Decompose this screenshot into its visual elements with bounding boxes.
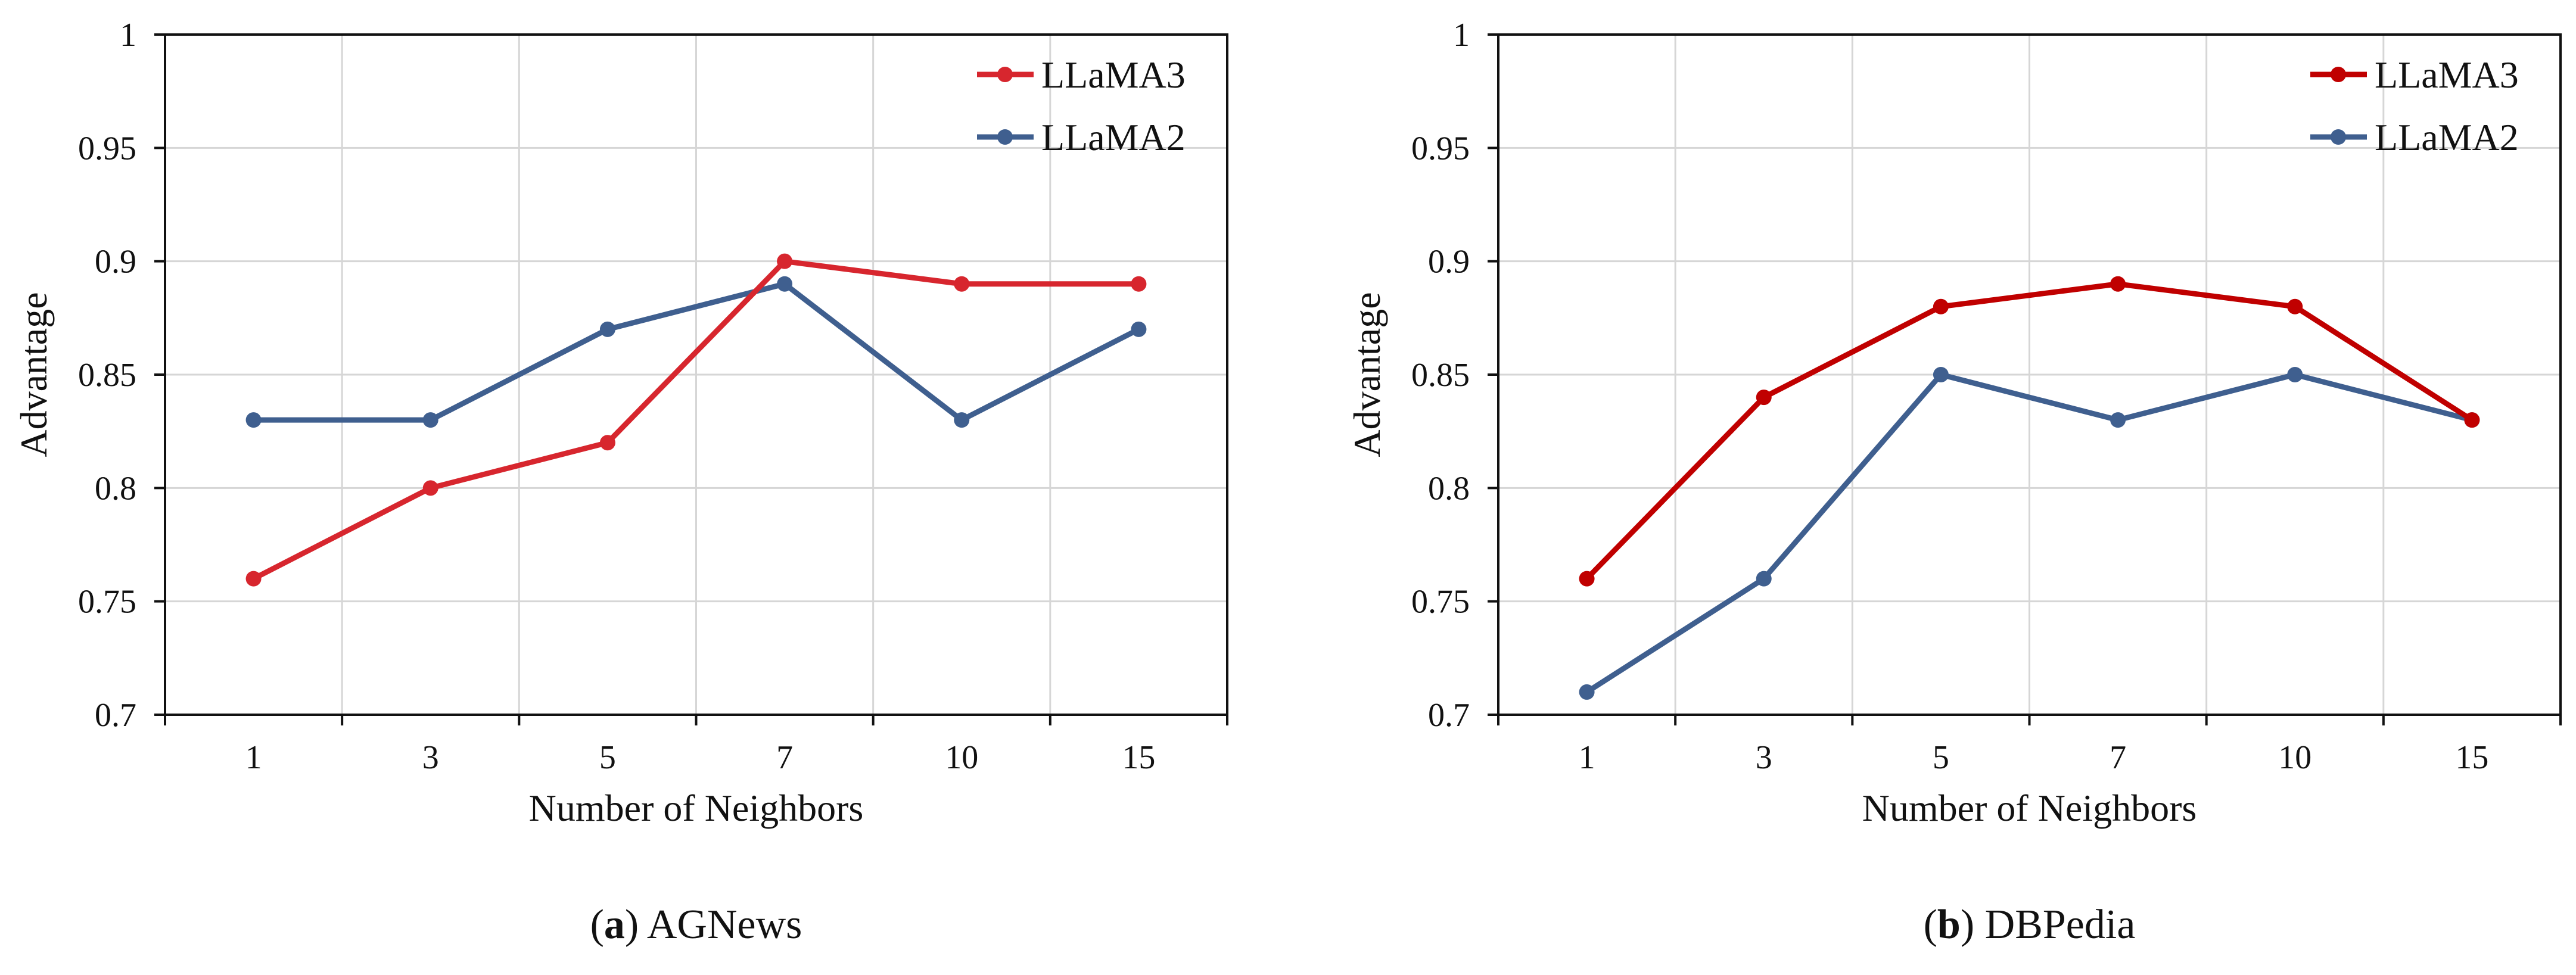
legend: LLaMA3 LLaMA2 <box>2310 54 2519 158</box>
data-point-llama2 <box>954 412 970 428</box>
x-tick-label: 15 <box>1122 739 1155 776</box>
legend: LLaMA3 LLaMA2 <box>977 54 1186 158</box>
x-tick-label: 10 <box>945 739 978 776</box>
legend-marker-llama3 <box>2331 67 2346 82</box>
data-point-llama3 <box>1131 276 1147 292</box>
series-line-llama2 <box>1584 372 2475 695</box>
data-point-llama3 <box>245 571 262 587</box>
y-tick-label: 0.95 <box>1411 130 1470 167</box>
x-axis-label: Number of Neighbors <box>1862 787 2197 829</box>
chart-panel-b: 0.7 0.75 0.8 0.85 0.9 0.95 1 1 3 5 7 10 15 Number of … <box>1346 17 2562 948</box>
data-point-llama2 <box>1933 367 1949 382</box>
x-axis-label: Number of Neighbors <box>529 787 864 829</box>
data-point-llama2 <box>599 321 615 337</box>
x-tick-label: 10 <box>2278 739 2311 776</box>
legend-marker-llama2 <box>2331 129 2346 145</box>
panel-caption: (b) DBPedia <box>1924 902 2136 948</box>
legend-label-llama2: LLaMA2 <box>1041 116 1186 158</box>
x-tick-label: 5 <box>599 739 616 776</box>
y-tick-label: 0.75 <box>78 584 136 621</box>
y-tick-label: 0.9 <box>95 244 136 281</box>
data-point-llama2 <box>2287 367 2303 382</box>
y-tick-label: 1 <box>1453 17 1470 54</box>
y-tick-label: 0.8 <box>1428 470 1470 507</box>
data-point-llama3 <box>422 480 438 496</box>
y-axis-label: Advantage <box>1346 292 1388 457</box>
caption-title: ) AGNews <box>625 902 802 948</box>
legend-marker-llama2 <box>997 129 1013 145</box>
series-line-llama2 <box>251 281 1141 423</box>
x-tick-label: 7 <box>2110 739 2126 776</box>
data-point-llama3 <box>2110 276 2126 292</box>
y-tick-label: 0.7 <box>95 697 136 734</box>
panel-caption: (a) AGNews <box>590 902 802 948</box>
caption-paren-open: ( <box>1924 902 1937 948</box>
caption-panel-letter: b <box>1937 902 1961 948</box>
data-point-llama2 <box>2110 412 2126 428</box>
series-line-llama3 <box>1584 281 2475 582</box>
x-tick-label: 5 <box>1933 739 1949 776</box>
chart-panel-a: 0.7 0.75 0.8 0.85 0.9 0.95 1 1 3 5 7 10 15 Number of … <box>13 17 1228 948</box>
data-point-llama3 <box>2464 412 2480 428</box>
x-tick-label: 7 <box>776 739 793 776</box>
data-point-llama2 <box>1131 321 1147 337</box>
data-point-llama3 <box>1756 390 1772 406</box>
data-point-llama3 <box>2287 298 2303 314</box>
y-tick-label: 0.85 <box>1411 357 1470 394</box>
y-tick-label: 0.9 <box>1428 244 1470 281</box>
legend-label-llama3: LLaMA3 <box>2375 54 2519 96</box>
data-point-llama3 <box>954 276 970 292</box>
y-tick-label: 1 <box>120 17 136 54</box>
y-tick-label: 0.75 <box>1411 584 1470 621</box>
data-point-llama3 <box>599 435 615 451</box>
legend-marker-llama3 <box>997 67 1013 82</box>
data-point-llama3 <box>1933 298 1949 314</box>
data-point-llama3 <box>777 253 793 269</box>
y-tick-label: 0.7 <box>1428 697 1470 734</box>
x-tick-label: 3 <box>1756 739 1772 776</box>
y-tick-label: 0.85 <box>78 357 136 394</box>
x-tick-label: 15 <box>2455 739 2488 776</box>
data-point-llama2 <box>1756 571 1772 587</box>
y-tick-label: 0.8 <box>95 470 136 507</box>
x-tick-label: 1 <box>1579 739 1595 776</box>
legend-label-llama2: LLaMA2 <box>2375 116 2519 158</box>
x-tick-label: 1 <box>245 739 262 776</box>
data-point-llama2 <box>777 276 793 292</box>
legend-label-llama3: LLaMA3 <box>1041 54 1186 96</box>
y-tick-label: 0.95 <box>78 130 136 167</box>
data-point-llama2 <box>1579 684 1595 700</box>
data-point-llama3 <box>1579 571 1595 587</box>
y-axis-label: Advantage <box>13 292 55 457</box>
series-line-llama3 <box>251 258 1141 582</box>
data-point-llama2 <box>245 412 262 428</box>
caption-paren-open: ( <box>590 902 604 948</box>
caption-panel-letter: a <box>604 902 625 948</box>
caption-title: ) DBPedia <box>1961 902 2136 948</box>
data-point-llama2 <box>422 412 438 428</box>
x-tick-label: 3 <box>422 739 439 776</box>
